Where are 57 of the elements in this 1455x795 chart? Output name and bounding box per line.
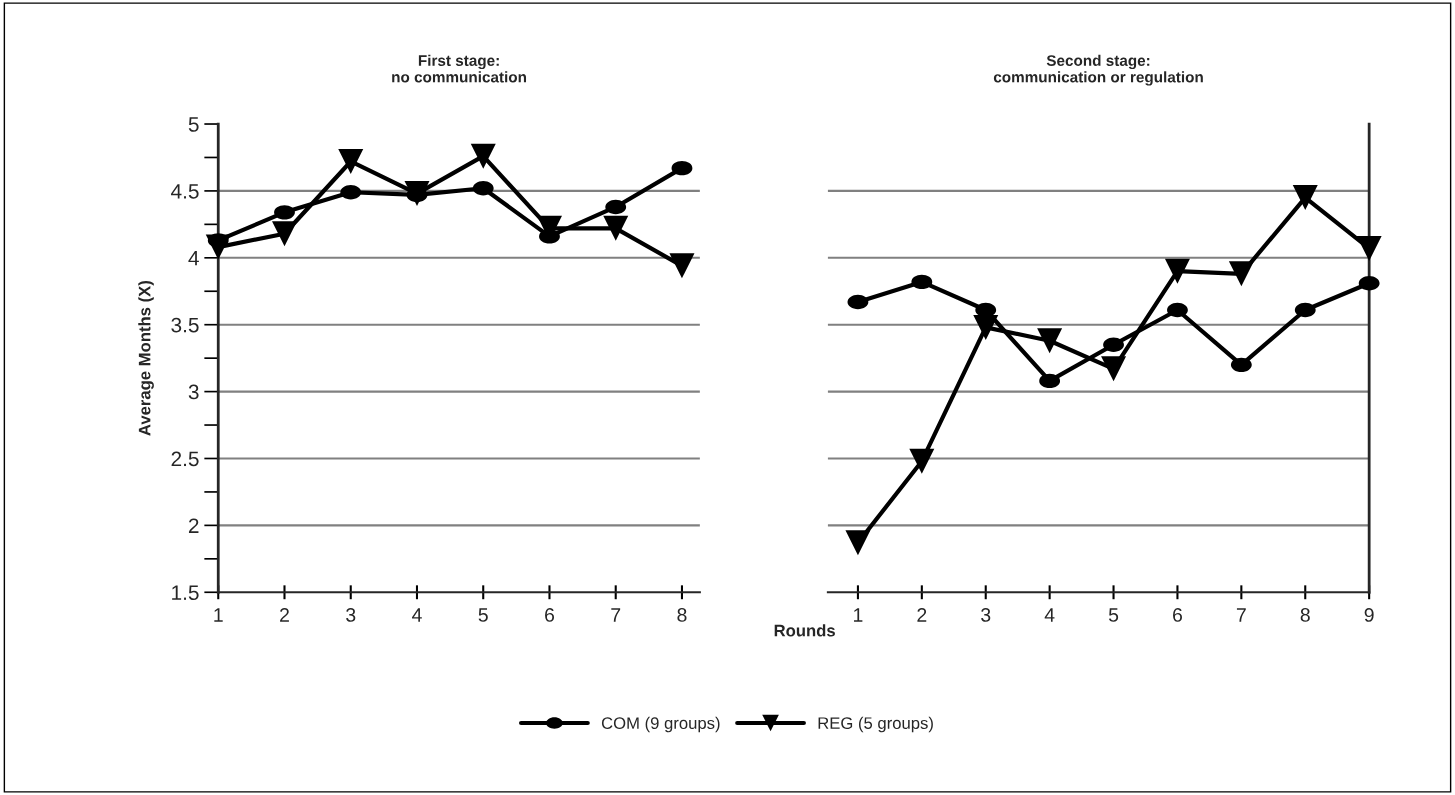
x-tick-label: 8 — [1300, 608, 1310, 622]
x-tick-label: 4 — [1044, 608, 1055, 622]
point — [973, 314, 999, 340]
x-tick-label: 1 — [214, 608, 223, 622]
point — [1037, 328, 1063, 354]
point — [671, 160, 693, 176]
point — [1039, 373, 1061, 389]
point — [911, 274, 933, 290]
point — [1230, 357, 1252, 373]
x-tick-label: 2 — [917, 608, 927, 622]
point — [1294, 302, 1316, 318]
y-tick-label: 5 — [188, 117, 199, 132]
point — [1228, 261, 1254, 287]
y-tick-label: 2.5 — [171, 451, 199, 467]
x-tick-label: 7 — [1236, 608, 1246, 622]
chart-title: Second stage: communication or regulation — [993, 54, 1203, 86]
x-tick-label: 6 — [545, 608, 555, 622]
x-tick-label: 2 — [280, 608, 289, 622]
y-tick-label: 2 — [188, 518, 199, 533]
point — [338, 148, 364, 174]
point — [1101, 356, 1127, 382]
y-tick-label: 1.5 — [172, 585, 199, 601]
point — [272, 221, 297, 247]
y-axis-title: Average Months (X) — [138, 281, 154, 436]
x-tick-label: 6 — [1173, 608, 1182, 622]
x-tick-label: 7 — [611, 608, 621, 622]
point — [1167, 302, 1188, 318]
point — [470, 143, 496, 169]
y-tick-label: 4.5 — [171, 184, 199, 199]
chart-title: First stage: no communication — [392, 54, 527, 83]
point — [404, 181, 430, 207]
x-tick-label: 5 — [478, 608, 488, 622]
point — [847, 294, 869, 310]
x-tick-label: 8 — [677, 608, 687, 622]
point — [669, 253, 695, 279]
point — [274, 205, 295, 220]
x-tick-label: 3 — [981, 608, 991, 622]
point — [1103, 337, 1124, 352]
x-tick-label: 5 — [1108, 608, 1119, 622]
point — [909, 448, 935, 474]
y-tick-label: 4 — [188, 251, 199, 266]
y-tick-label: 3 — [188, 384, 199, 400]
x-tick-label: 3 — [346, 608, 356, 622]
x-tick-label: 9 — [1364, 608, 1374, 622]
x-tick-label: 1 — [854, 608, 863, 622]
point — [205, 234, 231, 260]
point — [605, 199, 627, 215]
point — [1292, 185, 1318, 211]
point — [1356, 235, 1382, 261]
y-tick-label: 3.5 — [171, 317, 199, 333]
legend-label: REG (5 groups) — [818, 716, 933, 733]
point — [845, 530, 871, 556]
x-tick-label: 4 — [412, 608, 422, 622]
x-axis-title: Rounds — [774, 624, 835, 637]
legend-label: COM (9 groups) — [601, 716, 720, 733]
point — [603, 215, 629, 241]
point — [1164, 258, 1190, 284]
